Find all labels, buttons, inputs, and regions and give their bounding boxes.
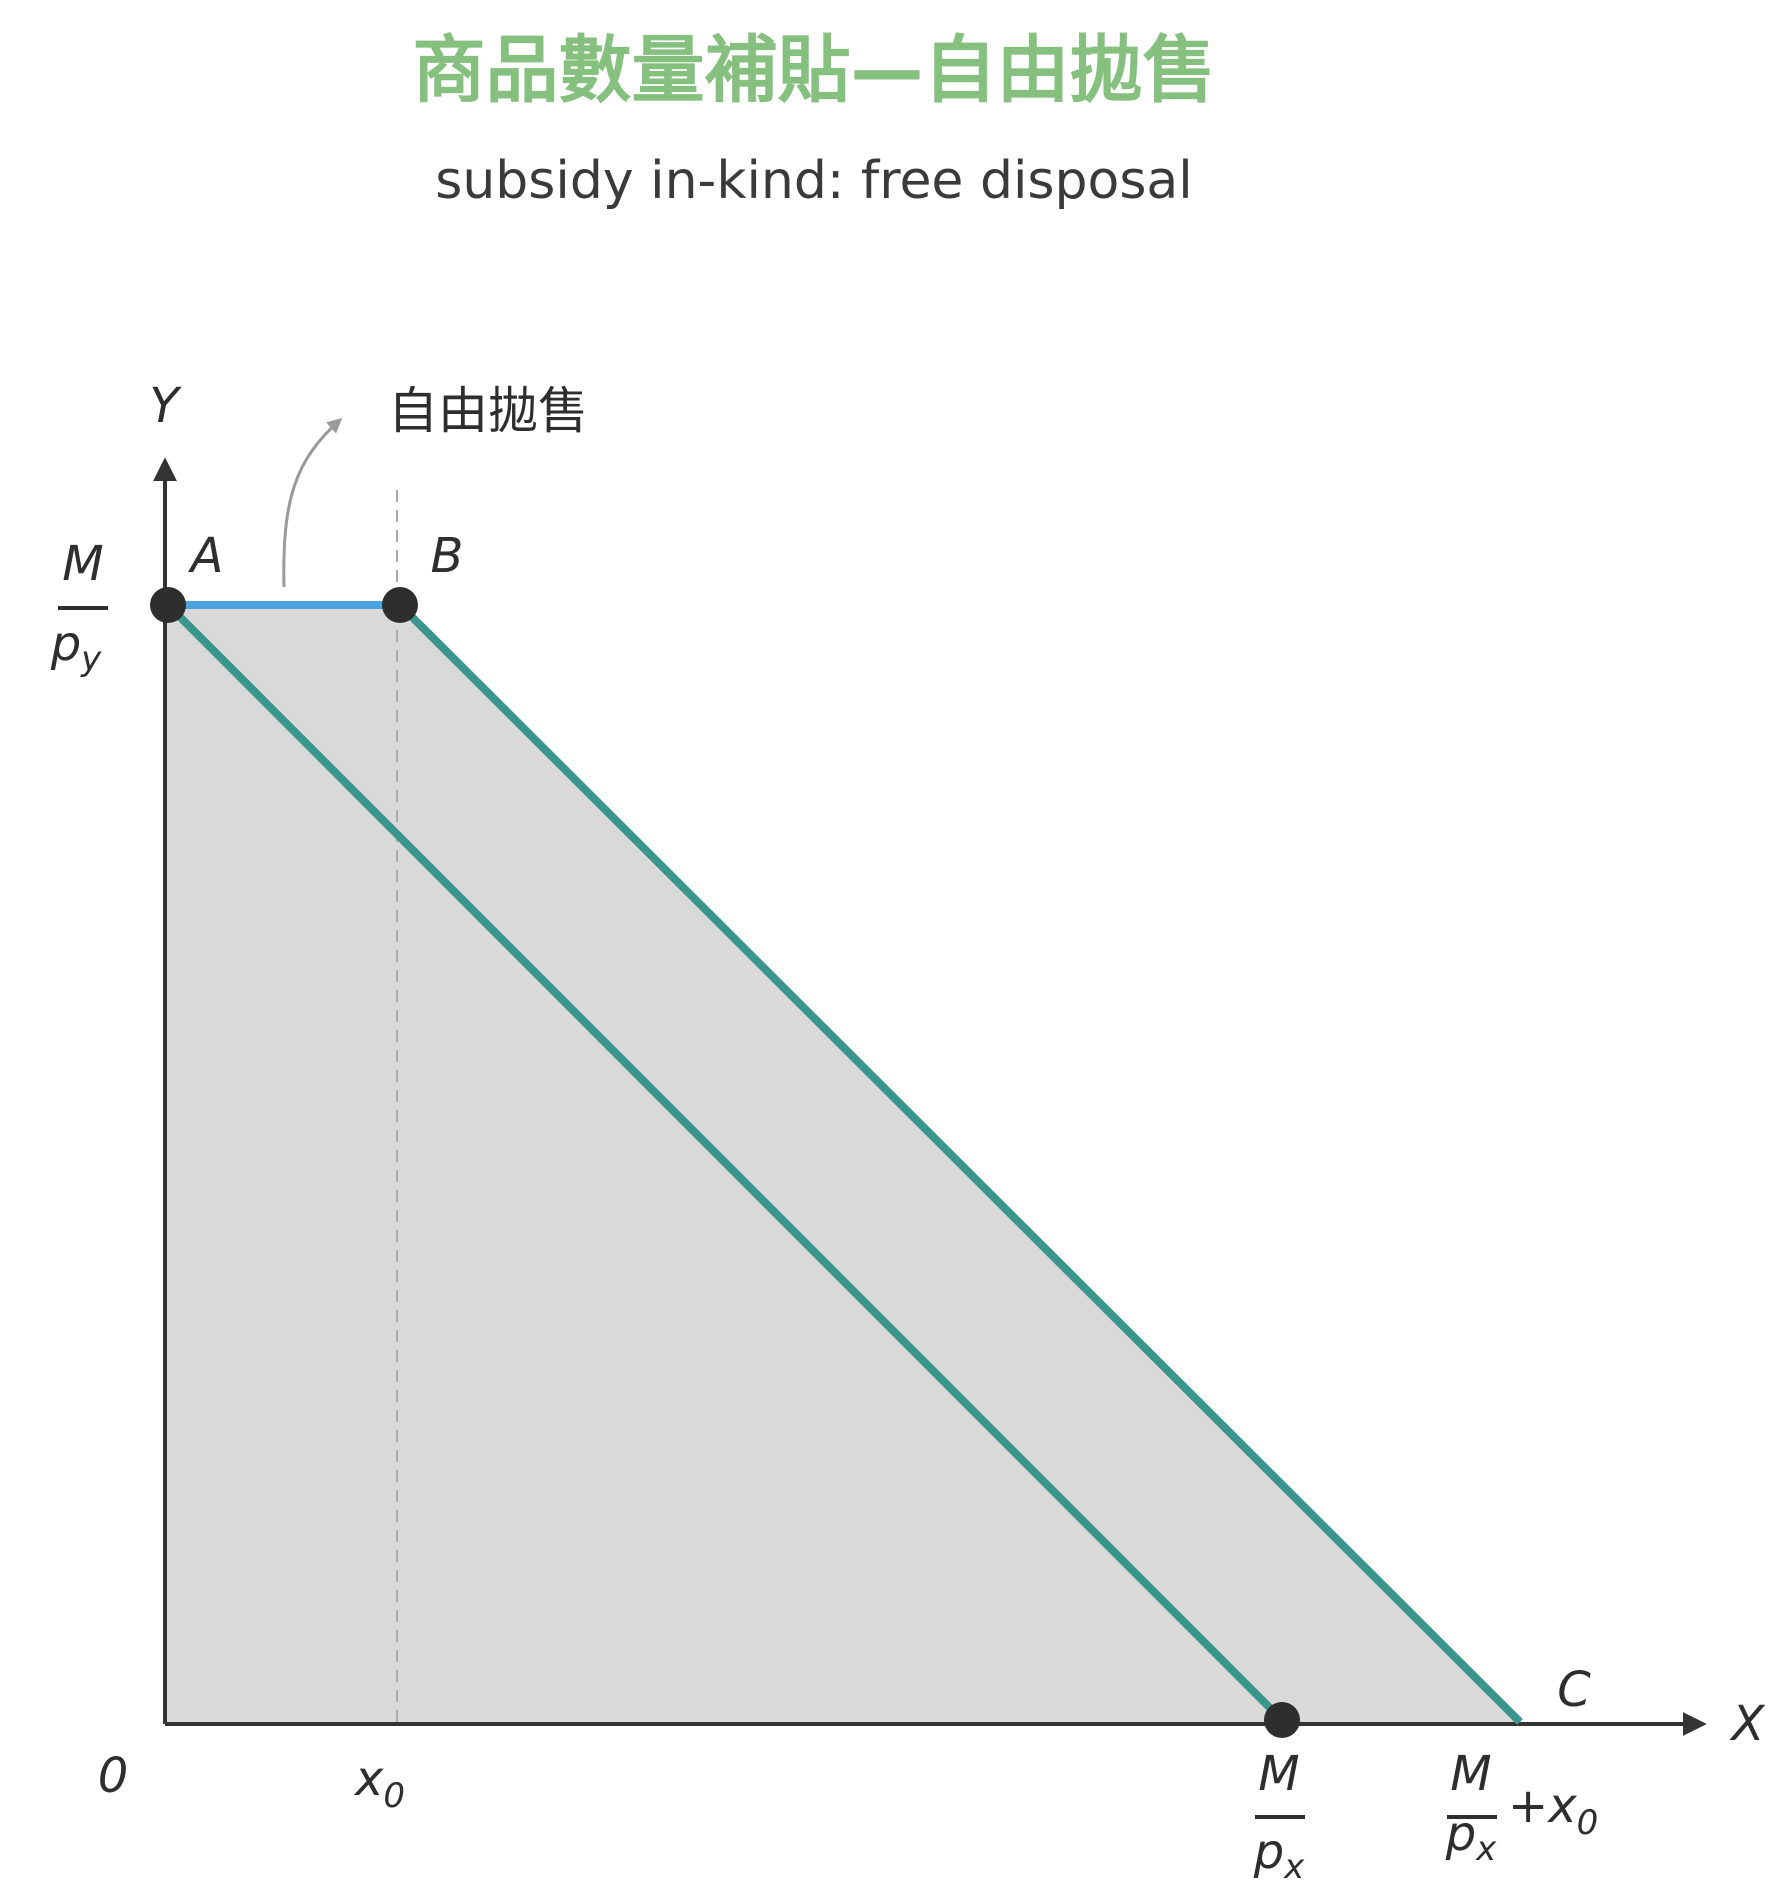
shifted-intercept-plus: +x0 — [1508, 1778, 1598, 1843]
origin-label: 0 — [98, 1748, 129, 1804]
y-intercept-denominator: py — [50, 616, 102, 679]
subscript: y — [80, 639, 102, 679]
x0-label: x0 — [353, 1751, 405, 1816]
annotation-arrow — [282, 418, 343, 588]
annotation: 自由拋售 — [388, 382, 588, 440]
point-a-label: A — [188, 528, 224, 584]
subtitle: subsidy in-kind: free disposal — [435, 151, 1192, 211]
plus-term: +x — [1508, 1778, 1577, 1834]
denominator: p — [50, 616, 81, 672]
shifted-intercept-numerator: M — [1450, 1746, 1491, 1802]
feasible-region — [165, 605, 1520, 1724]
subscript: x — [1475, 1829, 1497, 1869]
point-c-label: C — [1557, 1662, 1591, 1718]
denominator: p — [1253, 1824, 1284, 1880]
point-a — [150, 587, 186, 623]
original-budget-line — [165, 602, 1285, 1723]
title: 商品數量補貼—自由拋售 — [413, 28, 1216, 113]
point-b — [382, 587, 418, 623]
x-intercept-numerator: M — [1258, 1746, 1299, 1802]
subscript: 0 — [1577, 1803, 1599, 1843]
subscript: x — [1283, 1847, 1305, 1887]
x-axis-label: X — [1729, 1696, 1766, 1752]
x-intercept-denominator: px — [1253, 1824, 1305, 1887]
denominator: p — [1445, 1806, 1476, 1862]
subscript: 0 — [383, 1776, 405, 1816]
y-intercept-numerator: M — [62, 536, 103, 592]
subsidized-budget-line — [397, 602, 1523, 1725]
point-x-intercept — [1264, 1702, 1300, 1738]
y-axis-label: Y — [149, 378, 182, 434]
point-b-label: B — [431, 528, 464, 584]
base: x — [353, 1751, 384, 1807]
shifted-intercept-denominator: px — [1445, 1806, 1497, 1869]
